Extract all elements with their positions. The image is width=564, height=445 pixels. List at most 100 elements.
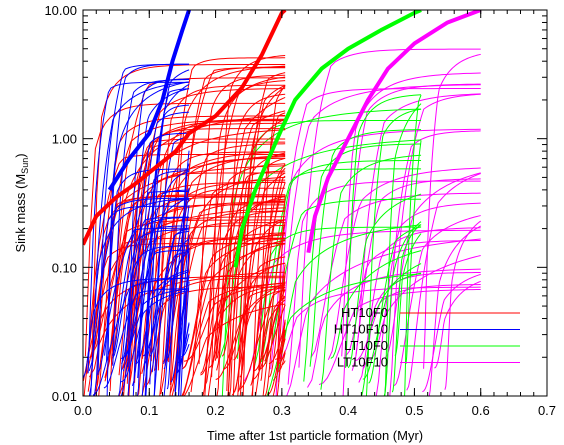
sink-track-ht10f0 xyxy=(124,129,286,378)
sink-track-ht10f0 xyxy=(104,156,286,382)
sink-track-ht10f10 xyxy=(112,216,190,359)
sink-track-ht10f0 xyxy=(239,289,286,378)
sink-track-ht10f0 xyxy=(183,303,286,396)
sink-track-ht10f0 xyxy=(239,85,286,396)
sink-track-ht10f10 xyxy=(106,63,190,396)
sink-track-ht10f0 xyxy=(216,170,286,371)
sink-track-ht10f10 xyxy=(141,197,190,396)
sink-track-ht10f0 xyxy=(250,182,286,386)
sink-track-lt10f10 xyxy=(345,240,481,356)
sink-track-ht10f10 xyxy=(163,251,190,370)
sink-track-lt10f10 xyxy=(307,268,481,388)
sink-track-lt10f10 xyxy=(275,88,481,396)
sink-track-lt10f0 xyxy=(345,94,422,368)
sink-track-lt10f10 xyxy=(298,48,481,368)
sink-track-lt10f0 xyxy=(394,233,422,356)
sink-track-ht10f10 xyxy=(92,277,190,396)
sink-track-ht10f0 xyxy=(202,163,286,396)
sink-track-ht10f0 xyxy=(98,119,286,396)
y-tick-label: 1.00 xyxy=(52,132,77,147)
sink-track-lt10f0 xyxy=(330,250,422,359)
sink-track-ht10f10 xyxy=(178,234,190,396)
sink-track-ht10f10 xyxy=(174,275,190,396)
sink-track-ht10f10 xyxy=(120,290,190,383)
sink-track-lt10f10 xyxy=(275,286,481,364)
sink-mass-curves xyxy=(83,48,482,396)
x-tick-label: 0.1 xyxy=(140,403,158,418)
sink-track-ht10f0 xyxy=(279,329,286,360)
sink-track-ht10f0 xyxy=(118,216,286,396)
sink-track-ht10f0 xyxy=(175,67,286,381)
x-axis-label: Time after 1st particle formation (Myr) xyxy=(207,428,423,443)
sink-track-ht10f0 xyxy=(260,163,286,381)
sink-track-lt10f10 xyxy=(389,93,481,396)
sink-track-ht10f0 xyxy=(227,198,286,396)
sink-track-lt10f0 xyxy=(320,154,422,390)
sink-track-ht10f0 xyxy=(259,304,286,370)
plot-frame xyxy=(82,9,548,397)
sink-track-ht10f10 xyxy=(88,197,190,396)
x-tick-label: 0.6 xyxy=(472,403,490,418)
sink-track-ht10f0 xyxy=(181,243,286,396)
sink-track-ht10f0 xyxy=(198,74,286,365)
legend-label-lt10f0: LT10F0 xyxy=(344,338,388,353)
sink-track-lt10f10 xyxy=(286,238,481,396)
sink-track-ht10f10 xyxy=(97,227,190,375)
sink-track-ht10f0 xyxy=(150,118,286,362)
x-tick-label: 0.4 xyxy=(339,403,357,418)
sink-track-lt10f0 xyxy=(365,108,422,396)
sink-track-ht10f0 xyxy=(204,262,286,387)
y-tick-label: 0.10 xyxy=(52,260,77,275)
total-mass-ht10f10 xyxy=(107,10,191,191)
y-axis-label-sub: Sun xyxy=(20,158,30,174)
sink-track-ht10f0 xyxy=(155,151,286,371)
sink-track-ht10f0 xyxy=(95,115,286,396)
sink-track-ht10f0 xyxy=(109,77,286,392)
sink-track-ht10f0 xyxy=(268,322,286,365)
sink-track-ht10f0 xyxy=(229,118,286,396)
sink-track-lt10f0 xyxy=(383,221,422,396)
sink-track-ht10f10 xyxy=(118,229,190,396)
sink-track-ht10f10 xyxy=(90,81,190,396)
y-tick-label: 0.01 xyxy=(52,389,77,404)
sink-track-ht10f10 xyxy=(132,132,190,396)
sink-track-ht10f0 xyxy=(278,350,286,365)
sink-track-ht10f10 xyxy=(103,288,190,389)
sink-track-ht10f0 xyxy=(215,54,286,359)
sink-track-lt10f0 xyxy=(405,140,422,364)
sink-track-ht10f10 xyxy=(135,269,190,365)
sink-track-lt10f10 xyxy=(375,202,481,396)
sink-track-ht10f10 xyxy=(120,288,190,360)
sink-track-ht10f0 xyxy=(169,222,286,393)
sink-track-ht10f0 xyxy=(216,110,286,359)
sink-track-ht10f0 xyxy=(84,102,286,357)
y-axis: 0.01 0.10 1.00 10.00 xyxy=(44,3,547,404)
sink-track-lt10f0 xyxy=(303,143,422,382)
sink-track-ht10f0 xyxy=(171,143,286,396)
sink-track-ht10f0 xyxy=(277,352,286,372)
sink-track-ht10f10 xyxy=(145,69,190,396)
sink-track-lt10f10 xyxy=(358,227,481,383)
sink-track-lt10f10 xyxy=(270,128,481,370)
sink-track-ht10f0 xyxy=(258,175,286,367)
sink-track-ht10f10 xyxy=(125,225,190,358)
sink-track-lt10f10 xyxy=(423,53,481,369)
y-axis-label: Sink mass (MSun) xyxy=(13,153,30,252)
sink-track-ht10f0 xyxy=(264,289,286,396)
sink-track-ht10f0 xyxy=(144,277,286,388)
total-mass-ht10f0 xyxy=(83,10,287,246)
sink-track-ht10f0 xyxy=(221,196,286,357)
sink-track-ht10f0 xyxy=(254,289,286,396)
sink-track-ht10f10 xyxy=(88,197,190,371)
sink-track-ht10f0 xyxy=(157,84,286,371)
x-tick-label: 0.7 xyxy=(538,403,556,418)
legend-label-lt10f10: LT10F10 xyxy=(337,355,388,370)
sink-track-lt10f0 xyxy=(272,224,422,381)
total-mass-lt10f10 xyxy=(306,10,482,254)
total-mass-curves xyxy=(83,10,482,268)
sink-track-ht10f0 xyxy=(238,284,286,390)
sink-track-ht10f10 xyxy=(143,83,190,376)
x-tick-label: 0.0 xyxy=(74,403,92,418)
x-tick-label: 0.5 xyxy=(405,403,423,418)
